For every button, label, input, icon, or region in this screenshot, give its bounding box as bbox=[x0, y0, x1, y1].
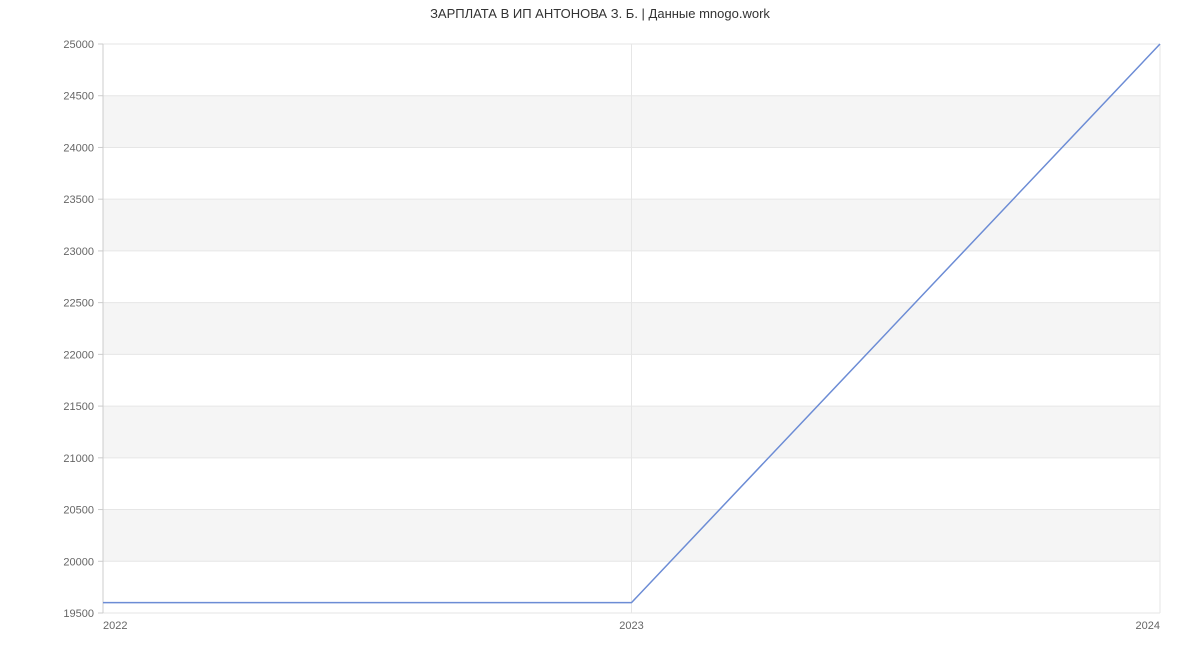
chart-plot-area: 19500 20000 20500 21000 21500 22000 22500 23000… bbox=[0, 0, 1200, 650]
y-tick-label: 20500 bbox=[63, 505, 94, 517]
x-tick-label: 2023 bbox=[619, 620, 643, 632]
y-tick-label: 24000 bbox=[63, 142, 94, 154]
y-tick-label: 23500 bbox=[63, 194, 94, 206]
y-tick-label: 25000 bbox=[63, 39, 94, 51]
y-tick-label: 22000 bbox=[63, 349, 94, 361]
y-tick-label: 20000 bbox=[63, 556, 94, 568]
y-tick-label: 21500 bbox=[63, 401, 94, 413]
y-tick-label: 23000 bbox=[63, 246, 94, 258]
y-tick-label: 21000 bbox=[63, 453, 94, 465]
y-tick-label: 24500 bbox=[63, 91, 94, 103]
chart-title: ЗАРПЛАТА В ИП АНТОНОВА З. Б. | Данные mn… bbox=[0, 6, 1200, 21]
y-tick-label: 19500 bbox=[63, 608, 94, 620]
x-tick-label: 2024 bbox=[1136, 620, 1160, 632]
x-tick-label: 2022 bbox=[103, 620, 127, 632]
salary-line-chart: ЗАРПЛАТА В ИП АНТОНОВА З. Б. | Данные mn… bbox=[0, 0, 1200, 650]
y-tick-label: 22500 bbox=[63, 298, 94, 310]
